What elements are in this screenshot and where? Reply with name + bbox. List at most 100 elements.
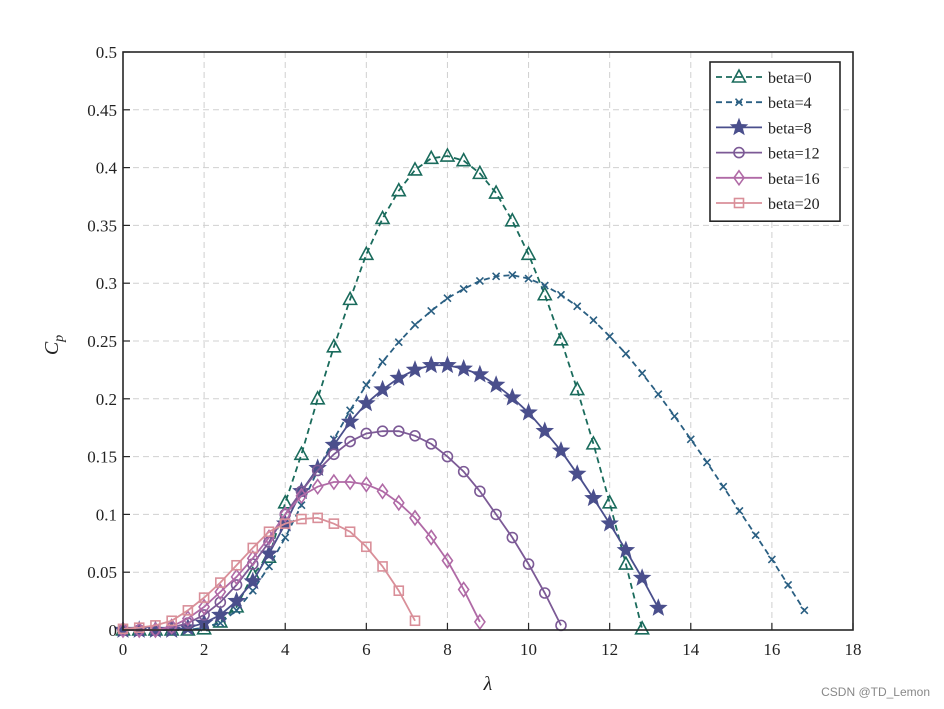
data-point: [166, 615, 177, 627]
legend: beta=0 beta=4 beta=8 beta=12 beta=16 beta=20: [709, 61, 841, 222]
y-axis-label-subscript: p: [52, 335, 67, 343]
y-tick-label: 0.2: [96, 390, 117, 409]
legend-label: beta=20: [768, 196, 820, 213]
data-point: [605, 332, 614, 341]
data-point: [361, 541, 372, 553]
data-point: [374, 209, 391, 225]
x-tick-label: 10: [520, 640, 537, 659]
data-point: [378, 357, 387, 366]
data-point: [504, 212, 521, 227]
legend-item: beta=12: [716, 146, 820, 163]
data-point: [536, 286, 553, 301]
series-line: [123, 430, 562, 631]
y-tick-label: 0.5: [96, 43, 117, 62]
data-point: [800, 606, 809, 615]
legend-marker: [733, 169, 745, 187]
y-tick-label: 0.3: [96, 274, 117, 293]
data-point: [227, 591, 246, 609]
data-point: [455, 151, 472, 167]
data-point: [438, 355, 457, 374]
data-point: [519, 402, 538, 421]
data-point: [553, 331, 569, 346]
data-point: [181, 610, 194, 627]
data-point: [427, 306, 436, 316]
data-point: [216, 618, 225, 628]
data-point: [508, 271, 517, 280]
data-point: [358, 245, 375, 261]
y-tick-label: 0: [109, 621, 118, 640]
data-point: [439, 147, 456, 162]
data-point: [327, 473, 340, 491]
y-tick-label: 0.15: [87, 448, 117, 467]
data-point: [214, 596, 227, 609]
legend-label: beta=16: [768, 171, 820, 188]
legend-item: beta=8: [716, 117, 812, 137]
data-point: [503, 387, 522, 406]
data-point: [198, 592, 210, 603]
x-tick-label: 2: [200, 640, 209, 659]
data-point: [767, 555, 776, 564]
data-point: [522, 558, 535, 570]
legend-item: beta=0: [716, 68, 812, 87]
data-point: [634, 620, 650, 635]
data-point: [621, 349, 630, 358]
legend-marker: [734, 98, 744, 107]
data-point: [198, 598, 211, 616]
data-point: [390, 182, 407, 197]
series-beta-16: [117, 473, 486, 639]
data-point: [454, 358, 473, 377]
data-point: [409, 429, 421, 442]
data-point: [567, 464, 587, 482]
x-tick-label: 12: [601, 640, 618, 659]
data-point: [328, 518, 340, 529]
data-point: [392, 494, 405, 512]
data-point: [616, 540, 636, 559]
data-point: [281, 533, 290, 542]
data-point: [473, 613, 486, 631]
data-point: [492, 272, 501, 281]
series-line: [123, 364, 660, 631]
x-tick-label: 4: [281, 640, 290, 659]
data-point: [632, 568, 652, 586]
data-point: [309, 390, 326, 405]
data-point: [506, 531, 519, 544]
legend-marker: [731, 68, 747, 83]
data-point: [182, 605, 194, 616]
data-point: [376, 425, 389, 437]
y-tick-label: 0.05: [87, 563, 117, 582]
legend-item: beta=4: [716, 95, 812, 112]
data-point: [556, 290, 566, 299]
data-point: [263, 526, 275, 538]
data-point: [231, 559, 242, 571]
data-point: [215, 577, 226, 588]
legend-marker: [733, 197, 745, 209]
data-point: [344, 526, 356, 538]
data-point: [649, 598, 668, 616]
data-point: [342, 290, 358, 306]
axis-ticks: 0 2 4 6 8 10 12 14 16 18 0 0.05 0.1 0.15 0.2 0.25 0.3 0.3…: [87, 43, 861, 659]
legend-label: beta=12: [768, 146, 820, 163]
data-point: [393, 585, 405, 596]
y-axis-label-main: C: [41, 341, 63, 355]
data-point: [248, 586, 257, 595]
data-point: [214, 583, 227, 601]
data-point: [702, 458, 712, 467]
data-point: [551, 441, 571, 459]
y-tick-label: 0.35: [87, 216, 117, 235]
data-point: [474, 485, 486, 498]
data-point: [344, 435, 356, 448]
data-point: [296, 513, 307, 525]
data-point: [328, 448, 340, 461]
data-point: [293, 445, 310, 461]
data-point: [751, 531, 760, 540]
data-point: [475, 276, 484, 285]
data-point: [149, 621, 162, 639]
legend-label: beta=8: [768, 120, 812, 137]
data-point: [524, 274, 533, 283]
data-point: [784, 580, 793, 589]
data-point: [357, 393, 376, 412]
data-point: [279, 518, 291, 529]
data-point: [360, 427, 373, 440]
data-point: [584, 488, 603, 507]
series-line: [123, 481, 481, 631]
